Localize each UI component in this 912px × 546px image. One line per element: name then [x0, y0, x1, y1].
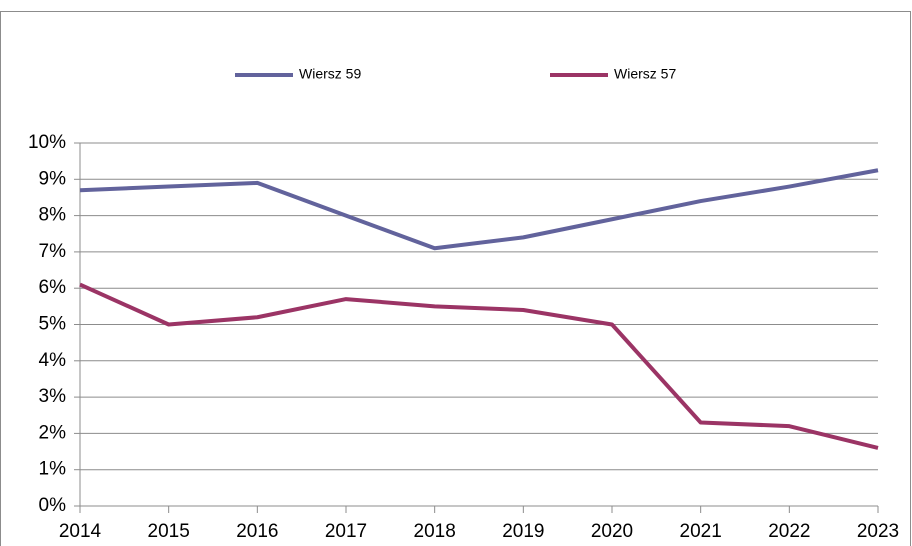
y-tick-label: 1%: [39, 459, 67, 480]
y-tick-label: 2%: [39, 422, 67, 443]
x-tick-label: 2022: [768, 521, 810, 542]
x-tick-label: 2023: [857, 521, 899, 542]
y-tick-label: 5%: [39, 314, 67, 335]
x-tick-label: 2021: [680, 521, 722, 542]
y-tick-label: 7%: [39, 241, 67, 262]
series-line: [79, 168, 879, 251]
y-tick-label: 6%: [39, 277, 67, 298]
x-tick-label: 2018: [414, 521, 456, 542]
y-tick-label: 0%: [39, 495, 67, 516]
x-tick-label: 2020: [591, 521, 633, 542]
legend-label: Wiersz 57: [614, 66, 676, 82]
x-tick-label: 2016: [236, 521, 278, 542]
x-tick-label: 2015: [148, 521, 190, 542]
y-tick-label: 9%: [39, 168, 67, 189]
y-tick-label: 4%: [39, 350, 67, 371]
x-tick-label: 2014: [59, 521, 102, 542]
x-tick-label: 2017: [325, 521, 367, 542]
legend-label: Wiersz 59: [299, 66, 361, 82]
x-tick-label: 2019: [502, 521, 544, 542]
y-tick-label: 3%: [39, 386, 67, 407]
y-tick-label: 8%: [39, 205, 67, 226]
chart-border: [0, 11, 911, 546]
y-tick-label: 10%: [28, 132, 66, 153]
series-line: [79, 282, 879, 450]
